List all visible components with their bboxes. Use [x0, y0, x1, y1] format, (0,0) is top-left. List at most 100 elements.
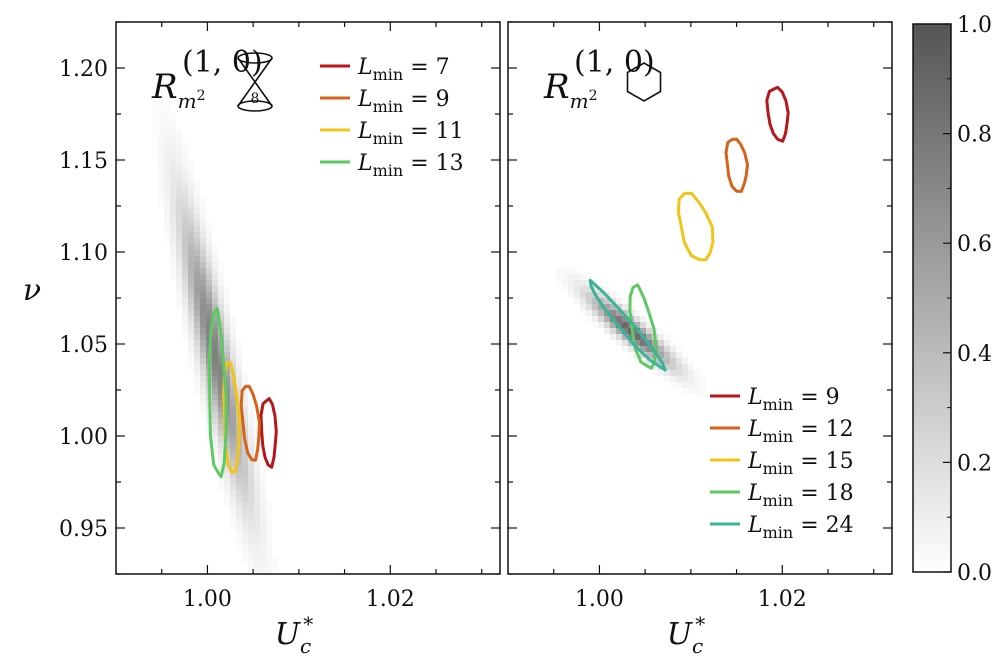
density-cell — [170, 226, 176, 232]
density-cell — [646, 334, 652, 340]
density-cell — [224, 328, 230, 334]
x-tick-label: 1.00 — [575, 587, 624, 612]
density-cell — [206, 226, 212, 232]
density-cell — [242, 496, 248, 502]
density-cell — [206, 334, 212, 340]
density-cell — [212, 262, 218, 268]
density-cell — [206, 256, 212, 262]
density-cell — [200, 364, 206, 370]
density-cell — [182, 316, 188, 322]
density-cell — [218, 484, 224, 490]
density-cell — [248, 514, 254, 520]
density-cell — [224, 472, 230, 478]
density-cell — [604, 298, 610, 304]
density-cell — [194, 334, 200, 340]
hexagon-lattice-icon — [626, 62, 662, 102]
density-cell — [212, 292, 218, 298]
density-cell — [182, 334, 188, 340]
density-cell — [164, 154, 170, 160]
colorbar: 0.0 0.2 0.4 0.6 0.8 1.0 — [912, 13, 992, 586]
x-tick-label: 1.02 — [366, 587, 415, 612]
density-cell — [682, 358, 688, 364]
density-cell — [218, 352, 224, 358]
density-cell — [200, 406, 206, 412]
density-cell — [212, 448, 218, 454]
density-cell — [188, 346, 194, 352]
density-cell — [212, 334, 218, 340]
density-cell — [218, 310, 224, 316]
density-cell — [194, 304, 200, 310]
density-cell — [272, 556, 278, 562]
density-cell — [182, 208, 188, 214]
density-cell — [224, 490, 230, 496]
density-cell — [688, 370, 694, 376]
left-density-heatmap — [152, 94, 278, 574]
density-cell — [206, 262, 212, 268]
density-cell — [182, 268, 188, 274]
density-cell — [266, 502, 272, 508]
density-cell — [242, 520, 248, 526]
density-cell — [218, 478, 224, 484]
density-cell — [164, 220, 170, 226]
density-cell — [224, 382, 230, 388]
density-cell — [200, 208, 206, 214]
density-cell — [182, 172, 188, 178]
density-cell — [676, 364, 682, 370]
density-cell — [176, 160, 182, 166]
density-cell — [610, 292, 616, 298]
density-cell — [586, 286, 592, 292]
density-cell — [170, 196, 176, 202]
density-cell — [676, 358, 682, 364]
density-cell — [260, 532, 266, 538]
density-cell — [670, 364, 676, 370]
right-legend-entry-9: Lmin = 9 — [747, 385, 840, 414]
density-cell — [670, 352, 676, 358]
density-cell — [188, 256, 194, 262]
density-cell — [194, 184, 200, 190]
density-cell — [170, 130, 176, 136]
density-cell — [218, 448, 224, 454]
colorbar-tick-label: 0.2 — [957, 451, 992, 476]
density-cell — [212, 430, 218, 436]
density-cell — [230, 364, 236, 370]
density-cell — [152, 112, 158, 118]
left-panel-label: Rm2 — [151, 67, 206, 113]
density-cell — [580, 274, 586, 280]
density-cell — [242, 556, 248, 562]
density-cell — [212, 382, 218, 388]
density-cell — [260, 514, 266, 520]
density-cell — [218, 442, 224, 448]
density-cell — [254, 556, 260, 562]
density-cell — [248, 526, 254, 532]
density-cell — [236, 532, 242, 538]
density-cell — [164, 208, 170, 214]
density-cell — [206, 286, 212, 292]
density-cell — [658, 340, 664, 346]
density-cell — [230, 322, 236, 328]
density-cell — [188, 238, 194, 244]
density-cell — [248, 532, 254, 538]
density-cell — [170, 238, 176, 244]
density-cell — [164, 142, 170, 148]
density-cell — [556, 268, 562, 274]
density-cell — [212, 316, 218, 322]
density-cell — [236, 478, 242, 484]
density-cell — [158, 172, 164, 178]
density-cell — [260, 484, 266, 490]
density-cell — [224, 334, 230, 340]
density-cell — [206, 322, 212, 328]
density-cell — [664, 364, 670, 370]
density-cell — [188, 184, 194, 190]
density-cell — [254, 538, 260, 544]
density-cell — [206, 298, 212, 304]
density-cell — [182, 292, 188, 298]
density-cell — [242, 370, 248, 376]
density-cell — [170, 274, 176, 280]
density-cell — [218, 406, 224, 412]
hourglass-lattice-icon: 8 — [237, 52, 273, 112]
density-cell — [188, 298, 194, 304]
density-cell — [682, 370, 688, 376]
density-cell — [616, 328, 622, 334]
density-cell — [164, 148, 170, 154]
